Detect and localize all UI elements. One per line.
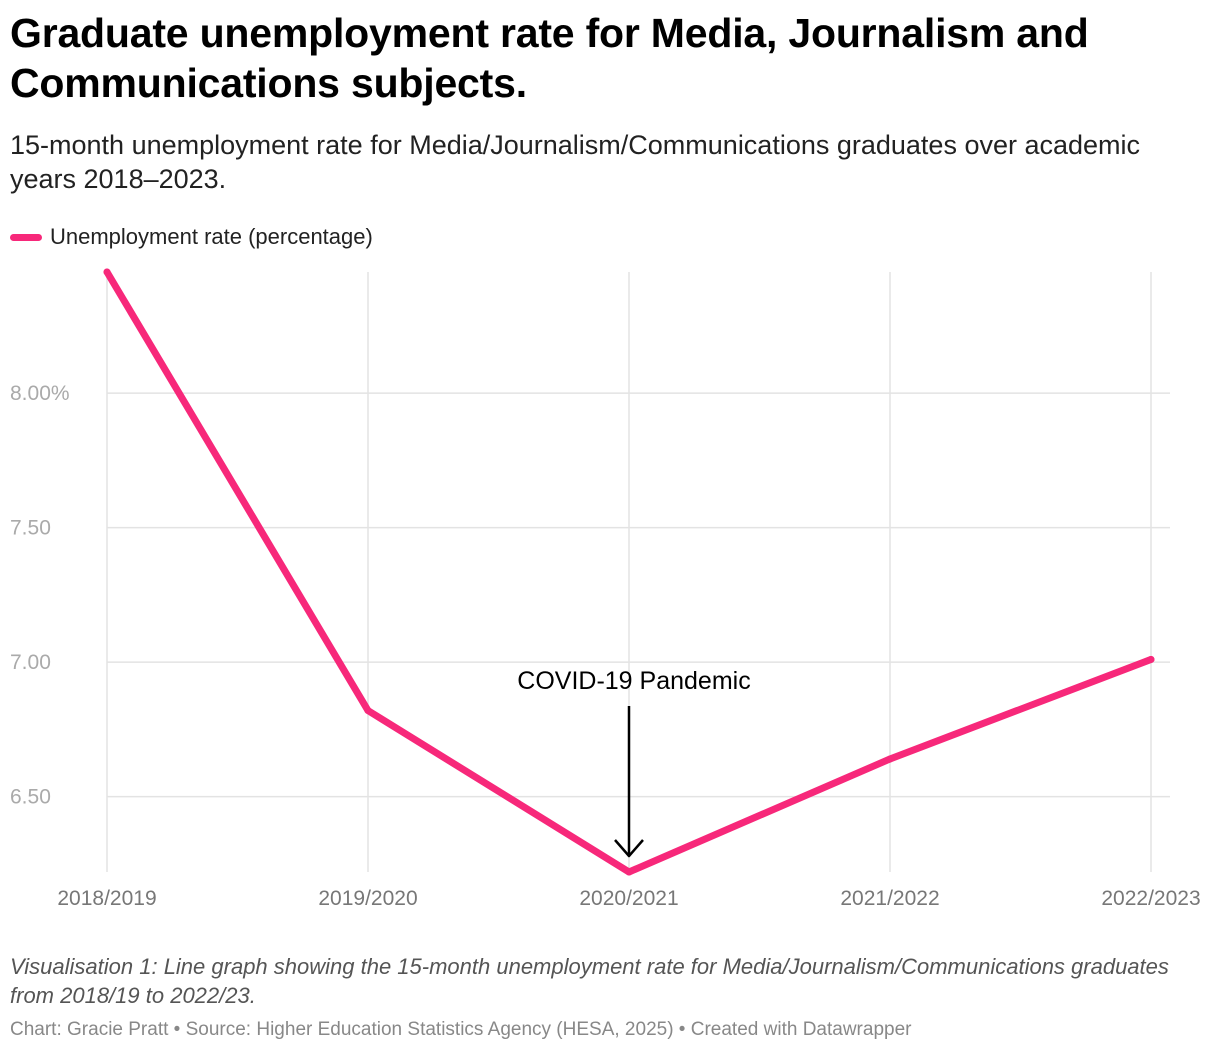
credit-separator: • xyxy=(168,1019,186,1040)
x-tick-label: 2022/2023 xyxy=(1101,887,1200,910)
chart-subtitle: 15-month unemployment rate for Media/Jou… xyxy=(10,130,1141,194)
data-point xyxy=(886,755,894,763)
credit-source: Source: Higher Education Statistics Agen… xyxy=(185,1019,674,1040)
x-tick-label: 2019/2020 xyxy=(318,887,417,910)
legend-label: Unemployment rate (percentage) xyxy=(50,224,373,249)
data-point xyxy=(364,707,372,715)
annotation-label: COVID-19 Pandemic xyxy=(517,667,750,695)
legend: Unemployment rate (percentage) xyxy=(10,222,373,252)
credit-separator: • xyxy=(673,1019,691,1040)
annotation-arrow-head xyxy=(614,839,644,858)
x-tick-label: 2021/2022 xyxy=(840,887,939,910)
credit-author: Chart: Gracie Pratt xyxy=(10,1019,169,1040)
data-point xyxy=(625,868,633,876)
y-tick-label: 7.50 xyxy=(10,517,51,540)
y-tick-label: 7.00 xyxy=(10,651,51,674)
y-tick-label: 8.00% xyxy=(10,382,70,405)
chart-caption: Visualisation 1: Line graph showing the … xyxy=(10,954,1169,1008)
data-point xyxy=(103,268,111,276)
x-tick-label: 2020/2021 xyxy=(579,887,678,910)
data-point xyxy=(1147,655,1155,663)
credit-tool: Created with Datawrapper xyxy=(690,1019,912,1040)
chart-credit: Chart: Gracie Pratt • Source: Higher Edu… xyxy=(10,1017,1210,1043)
x-tick-label: 2018/2019 xyxy=(57,887,156,910)
y-tick-label: 6.50 xyxy=(10,786,51,809)
line-chart: 8.00% 7.50 7.00 6.50 2018/2019 2019/2020 2020/… xyxy=(10,268,1201,910)
legend-swatch xyxy=(10,233,42,241)
chart-title: Graduate unemployment rate for Media, Jo… xyxy=(10,10,1089,106)
